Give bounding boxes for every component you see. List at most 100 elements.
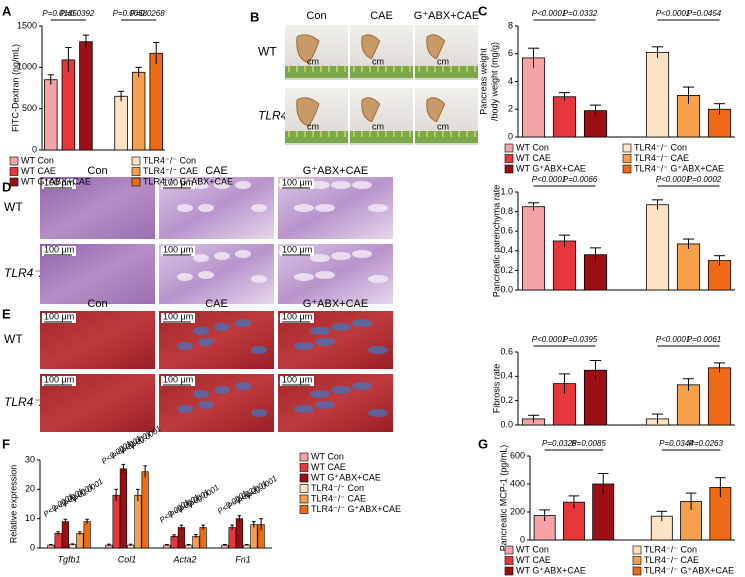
scale-bar-label: 100 μm <box>44 177 74 187</box>
legend-label: TLR4⁻/⁻ Con <box>634 142 687 152</box>
bar <box>645 204 670 291</box>
scale-box <box>280 313 314 323</box>
panel-letter: D <box>2 179 11 194</box>
legend-swatch <box>299 452 309 462</box>
legend-swatch <box>131 156 141 166</box>
tissue-feature <box>214 323 230 331</box>
legend-swatch <box>504 556 514 565</box>
p-value: P=0.0395 <box>563 335 598 344</box>
tissue-feature <box>251 204 267 212</box>
column-header: CAE <box>205 298 228 310</box>
tissue-feature <box>198 271 214 279</box>
tissue-feature <box>214 181 230 189</box>
tissue-feature <box>331 252 351 260</box>
tissue-feature <box>310 390 330 398</box>
tissue-feature <box>294 405 314 413</box>
legend-swatch <box>632 545 642 555</box>
legend-label: WT Con <box>516 142 549 152</box>
legend-swatch <box>622 164 632 174</box>
tissue-feature <box>352 319 372 327</box>
tissue-feature <box>177 342 193 350</box>
tissue-feature <box>368 204 388 212</box>
row-label: WT <box>4 200 23 214</box>
scale-box <box>161 376 195 386</box>
scale-box <box>161 313 195 323</box>
bar <box>83 521 91 549</box>
tissue-feature <box>352 181 372 189</box>
legend-label: WT Con <box>516 544 549 554</box>
y-tick-label: 2 <box>508 104 513 114</box>
tissue-feature <box>251 275 267 283</box>
legend-label: WT CAE <box>311 462 346 472</box>
bar <box>134 494 142 549</box>
tissue-feature <box>368 409 388 417</box>
scale-bar-label: 100 μm <box>44 311 74 321</box>
tissue-feature <box>352 382 372 390</box>
legend-swatch <box>299 463 309 472</box>
y-tick-label: 200 <box>510 506 525 516</box>
bar <box>250 524 258 549</box>
legend-label: WT Con <box>311 451 344 461</box>
ruler-label: cm <box>372 121 384 131</box>
legend-swatch <box>622 154 632 163</box>
tissue-feature <box>352 250 372 258</box>
legend-swatch <box>299 484 309 493</box>
tissue-feature <box>294 342 314 350</box>
legend-label: WT G⁺ABX+CAE <box>311 472 381 482</box>
legend-label: TLR4⁻/⁻ G⁺ABX+CAE <box>644 565 734 575</box>
legend-label: TLR4⁻/⁻ Con <box>143 155 196 165</box>
ruler-label: cm <box>437 56 449 66</box>
legend-label: WT Con <box>21 155 54 165</box>
legend-swatch <box>299 505 309 514</box>
bar <box>141 471 149 549</box>
tissue-feature <box>235 181 251 189</box>
scale-box <box>42 313 76 323</box>
x-tick-label: Tgfb1 <box>57 554 80 564</box>
y-tick-label: 4 <box>508 76 513 86</box>
column-header: Con <box>87 165 107 177</box>
legend-swatch <box>632 566 642 576</box>
scale-box <box>42 179 76 189</box>
panel-letter: F <box>2 436 10 451</box>
scale-box <box>161 179 195 189</box>
p-value: P=0.0392 <box>60 9 95 18</box>
legend-label: TLR4⁻/⁻ Con <box>311 483 364 493</box>
bar <box>521 57 546 138</box>
p-value: P=0.0002 <box>687 175 722 184</box>
tissue-feature <box>198 338 214 346</box>
legend-label: WT G⁺ABX+CAE <box>516 565 586 575</box>
bar <box>61 59 76 151</box>
tissue-feature <box>214 252 230 260</box>
bar <box>170 535 178 549</box>
bar <box>61 521 69 549</box>
panel-letter: B <box>250 9 259 24</box>
scale-bar-label: 100 μm <box>163 374 193 384</box>
p-value: P=0.0268 <box>130 9 165 18</box>
y-tick-label: 0.2 <box>500 265 513 275</box>
panel-letter: G <box>478 436 488 451</box>
scale-box <box>42 246 76 256</box>
column-header: G⁺ABX+CAE <box>303 298 368 310</box>
tissue-feature <box>315 401 335 409</box>
row-label: WT <box>258 45 277 59</box>
p-value: P=0.0085 <box>571 439 606 448</box>
legend-swatch <box>504 143 514 153</box>
legend-swatch <box>299 494 309 504</box>
pancreas <box>426 34 446 60</box>
column-header: Con <box>306 10 326 22</box>
tissue-feature <box>294 273 314 281</box>
legend-swatch <box>9 177 19 187</box>
legend-label: TLR4⁻/⁻ G⁺ABX+CAE <box>634 163 724 173</box>
tissue-feature <box>315 271 335 279</box>
ruler-label: cm <box>437 121 449 131</box>
bar <box>521 206 546 291</box>
scale-bar-label: 100 μm <box>163 244 193 254</box>
legend-swatch <box>131 167 141 176</box>
legend-swatch <box>9 167 19 176</box>
scale-bar-label: 100 μm <box>163 311 193 321</box>
ruler-label: cm <box>307 121 319 131</box>
legend-label: TLR4⁻/⁻ G⁺ABX+CAE <box>143 176 233 186</box>
legend-label: WT G⁺ABX+CAE <box>516 163 586 173</box>
legend-label: WT CAE <box>516 555 551 565</box>
